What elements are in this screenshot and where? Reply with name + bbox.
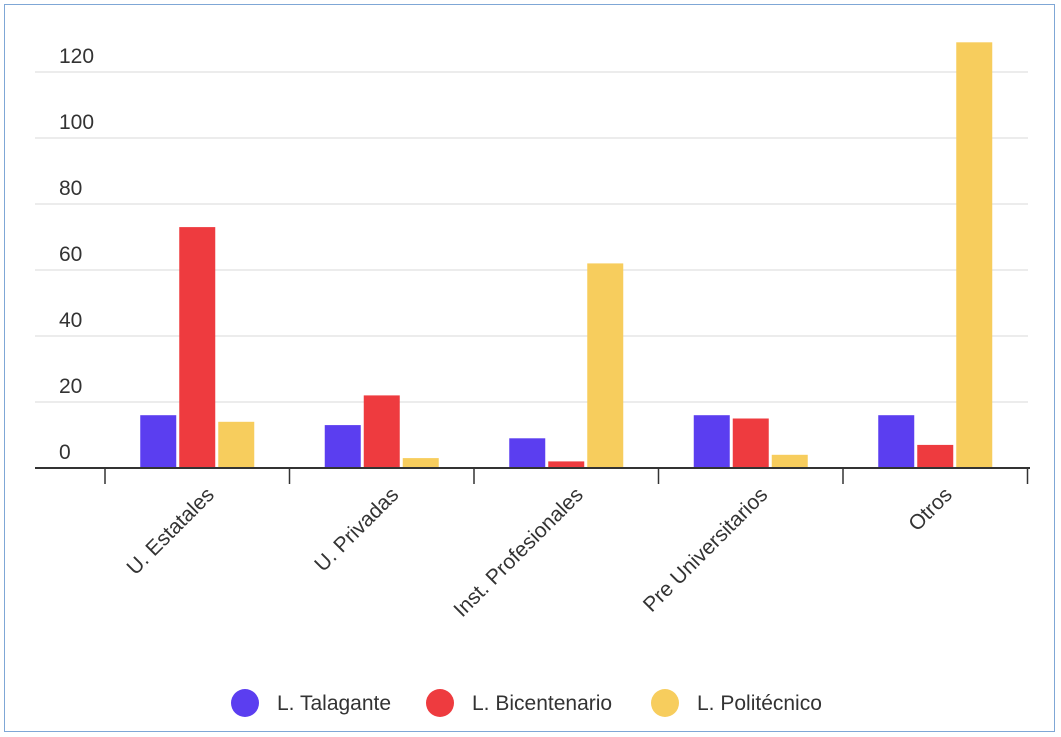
x-axis	[35, 467, 1030, 484]
bar-2-0	[218, 421, 255, 468]
legend-label-2: L. Politécnico	[697, 692, 822, 715]
y-tick-label: 20	[59, 375, 82, 398]
bar-2-4	[956, 42, 993, 469]
bar-2-3	[771, 454, 808, 468]
bar-1-2	[548, 461, 585, 468]
x-tick-label: Pre Universitarios	[639, 483, 772, 616]
bar-1-3	[732, 418, 769, 468]
x-tick-label: U. Estatales	[122, 483, 218, 579]
chart-frame: 0 20 40 60 80 100 120 U. Estatales U. Privadas I…	[4, 4, 1055, 732]
bar-1-0	[179, 227, 216, 468]
y-axis-labels: 0 20 40 60 80 100 120	[59, 45, 94, 464]
bar-0-4	[878, 415, 915, 468]
y-tick-label: 80	[59, 177, 82, 200]
x-tick-label: Inst. Profesionales	[449, 483, 587, 621]
y-tick-label: 120	[59, 45, 94, 68]
bar-chart: 0 20 40 60 80 100 120 U. Estatales U. Privadas I…	[35, 42, 1030, 717]
x-tick-label: Otros	[904, 483, 957, 536]
x-axis-labels: U. Estatales U. Privadas Inst. Profesional…	[122, 483, 956, 621]
bar-0-1	[324, 425, 361, 468]
y-tick-label: 0	[59, 441, 71, 464]
legend-swatch-1	[426, 689, 454, 717]
bar-1-1	[363, 395, 400, 468]
legend-label-1: L. Bicentenario	[472, 692, 612, 715]
bars	[140, 42, 993, 469]
x-tick-label: U. Privadas	[310, 483, 403, 576]
y-tick-label: 40	[59, 309, 82, 332]
y-tick-label: 100	[59, 111, 94, 134]
bar-2-1	[402, 458, 439, 468]
bar-0-0	[140, 415, 177, 468]
legend: L. Talagante L. Bicentenario L. Politécnic…	[231, 689, 822, 717]
legend-swatch-2	[651, 689, 679, 717]
bar-0-2	[509, 438, 546, 468]
legend-swatch-0	[231, 689, 259, 717]
bar-1-4	[917, 444, 954, 468]
bar-0-3	[693, 415, 730, 468]
y-tick-label: 60	[59, 243, 82, 266]
legend-label-0: L. Talagante	[277, 692, 391, 715]
bar-2-2	[587, 263, 624, 468]
